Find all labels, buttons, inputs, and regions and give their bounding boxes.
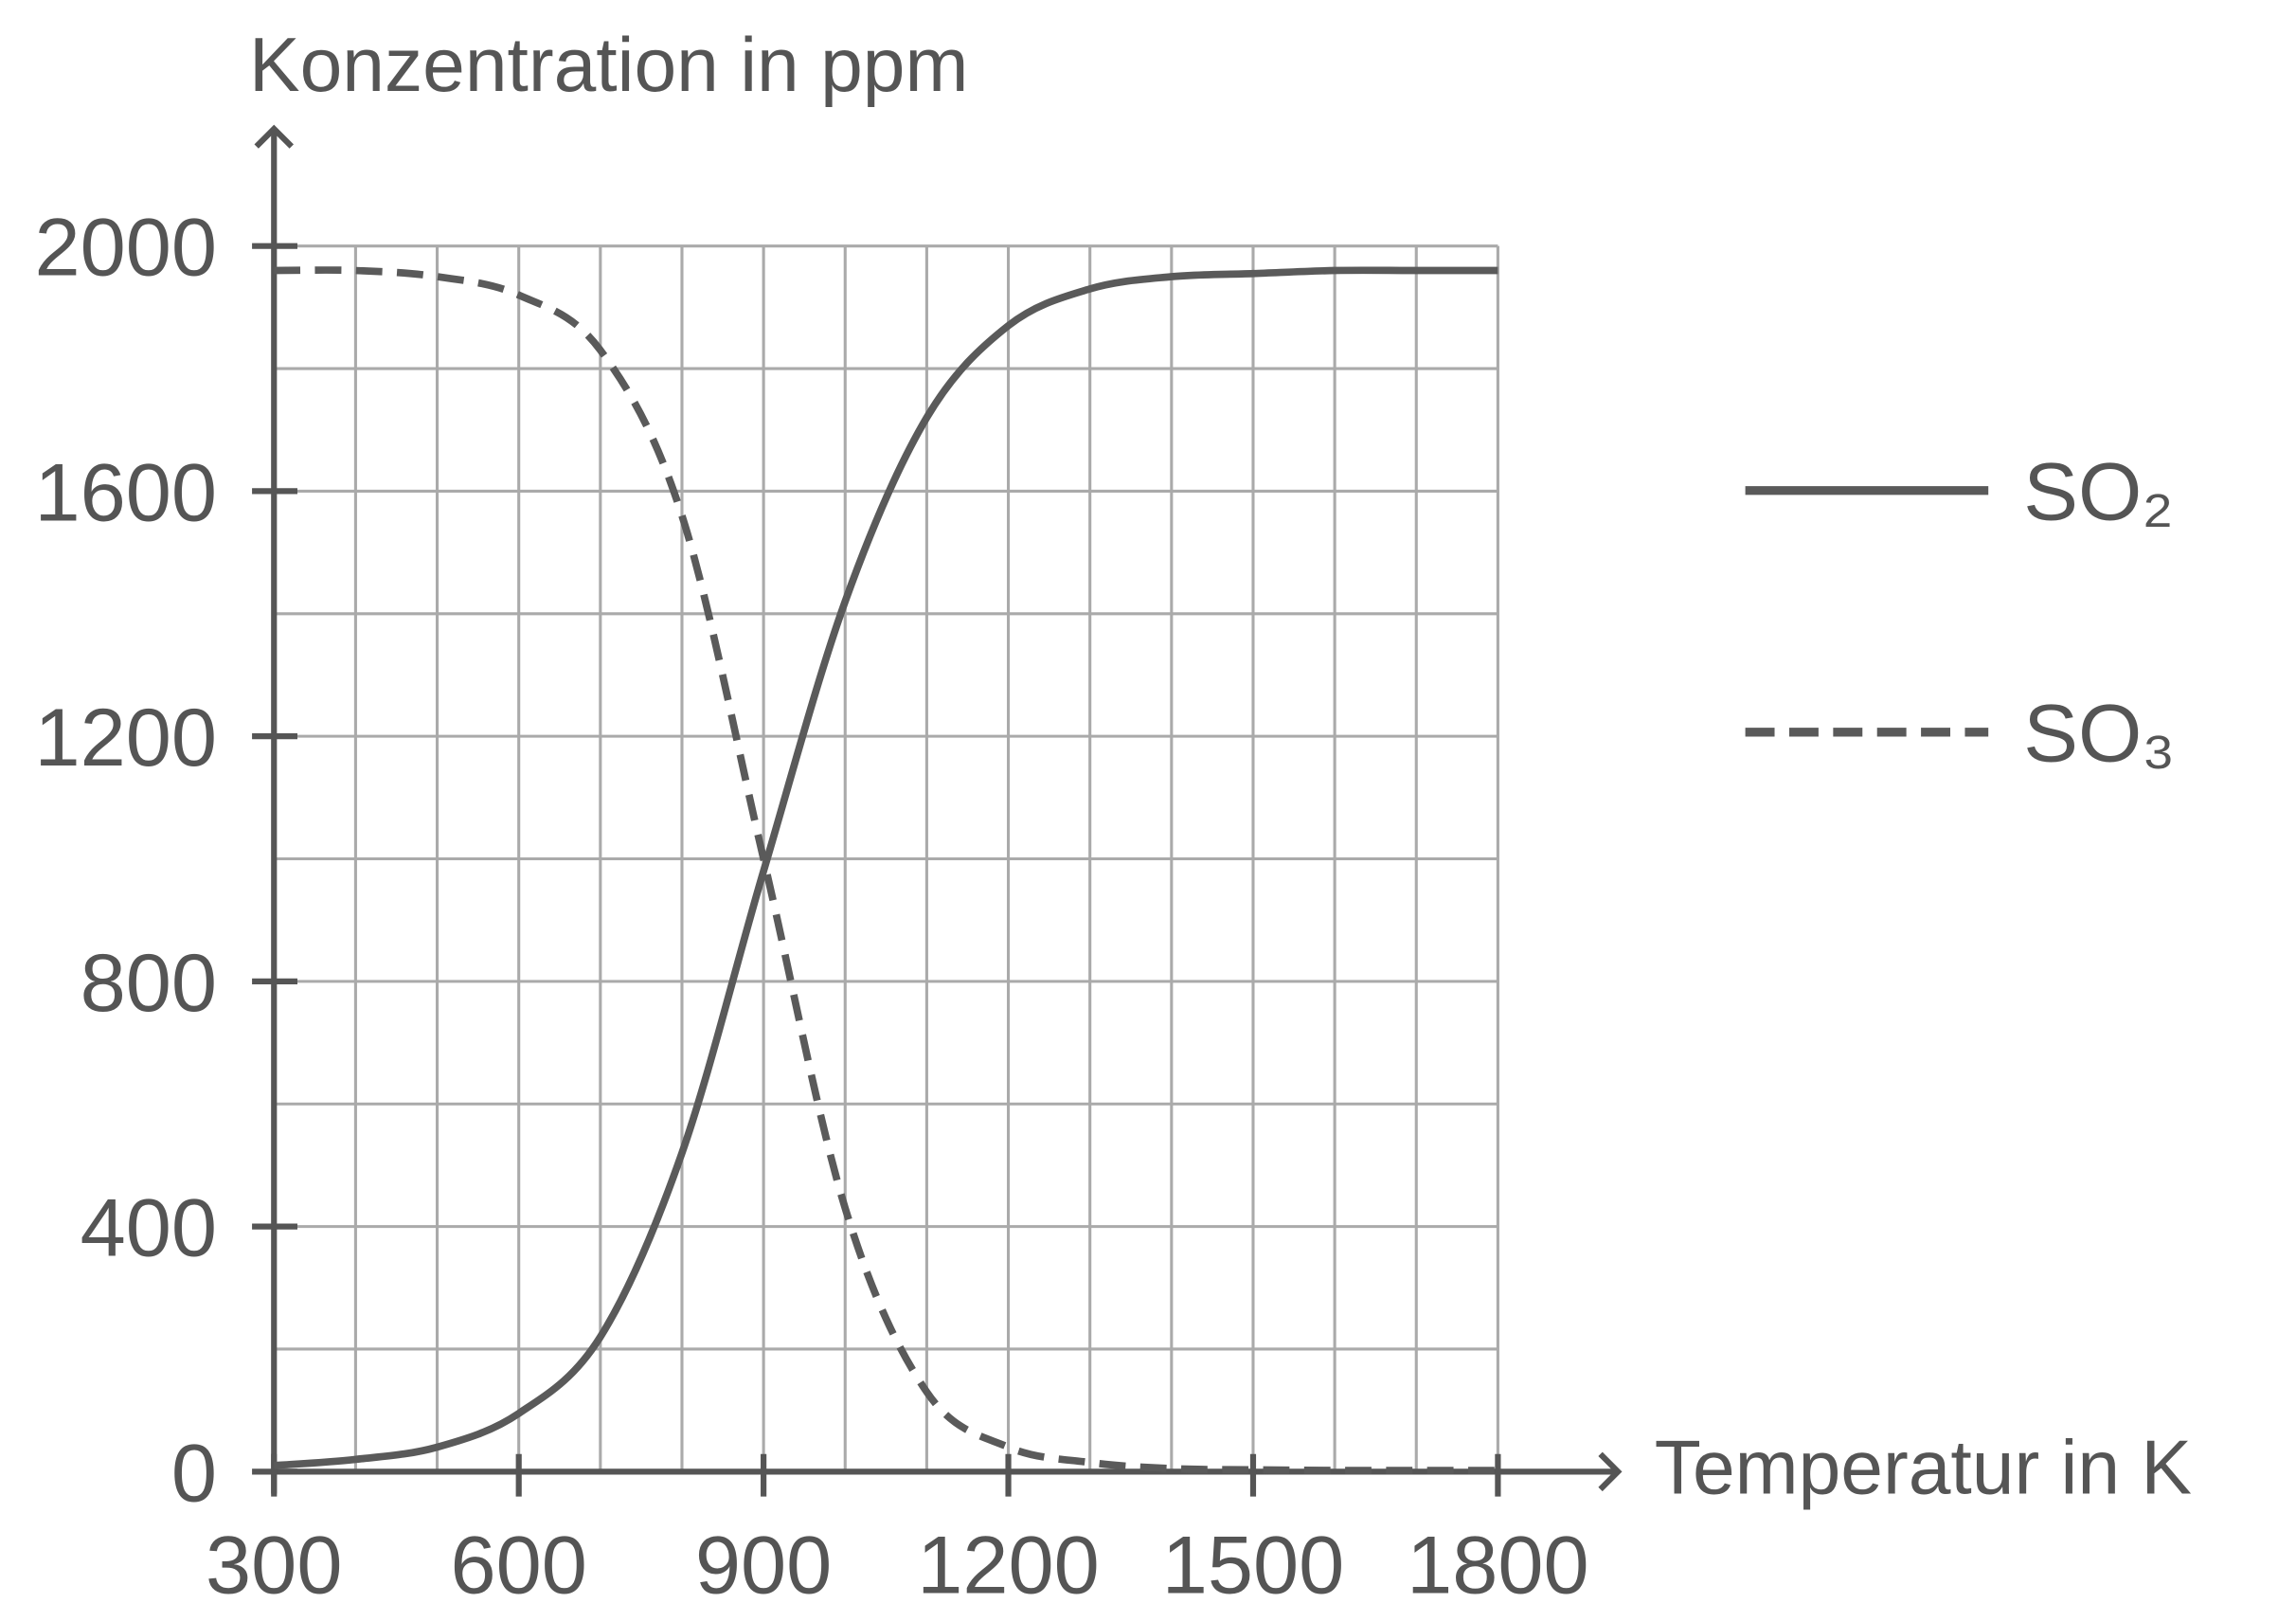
series-line <box>273 266 1498 1469</box>
y-tick-label: 0 <box>171 1428 217 1519</box>
legend-label: SO₂ <box>2023 447 2174 538</box>
legend-label: SO₃ <box>2023 689 2175 780</box>
x-tick-label: 300 <box>206 1521 342 1612</box>
y-tick-label: 1200 <box>34 693 217 783</box>
x-axis-arrow <box>1598 1451 1623 1492</box>
y-tick-label: 1600 <box>34 447 217 538</box>
y-tick-label: 2000 <box>34 203 217 294</box>
series-line <box>274 266 1498 1474</box>
y-tick-label: 800 <box>81 938 217 1029</box>
x-axis-label: Temperatur in K <box>1655 1426 2192 1511</box>
x-tick-label: 900 <box>695 1521 832 1612</box>
y-tick-label: 400 <box>81 1183 217 1274</box>
y-axis-arrow <box>254 124 294 149</box>
x-tick-label: 1500 <box>1162 1521 1345 1612</box>
x-tick-label: 1200 <box>917 1521 1100 1612</box>
x-tick-label: 600 <box>450 1521 586 1612</box>
x-tick-label: 1800 <box>1407 1521 1589 1612</box>
y-axis-label: Konzentration in ppm <box>249 23 968 108</box>
